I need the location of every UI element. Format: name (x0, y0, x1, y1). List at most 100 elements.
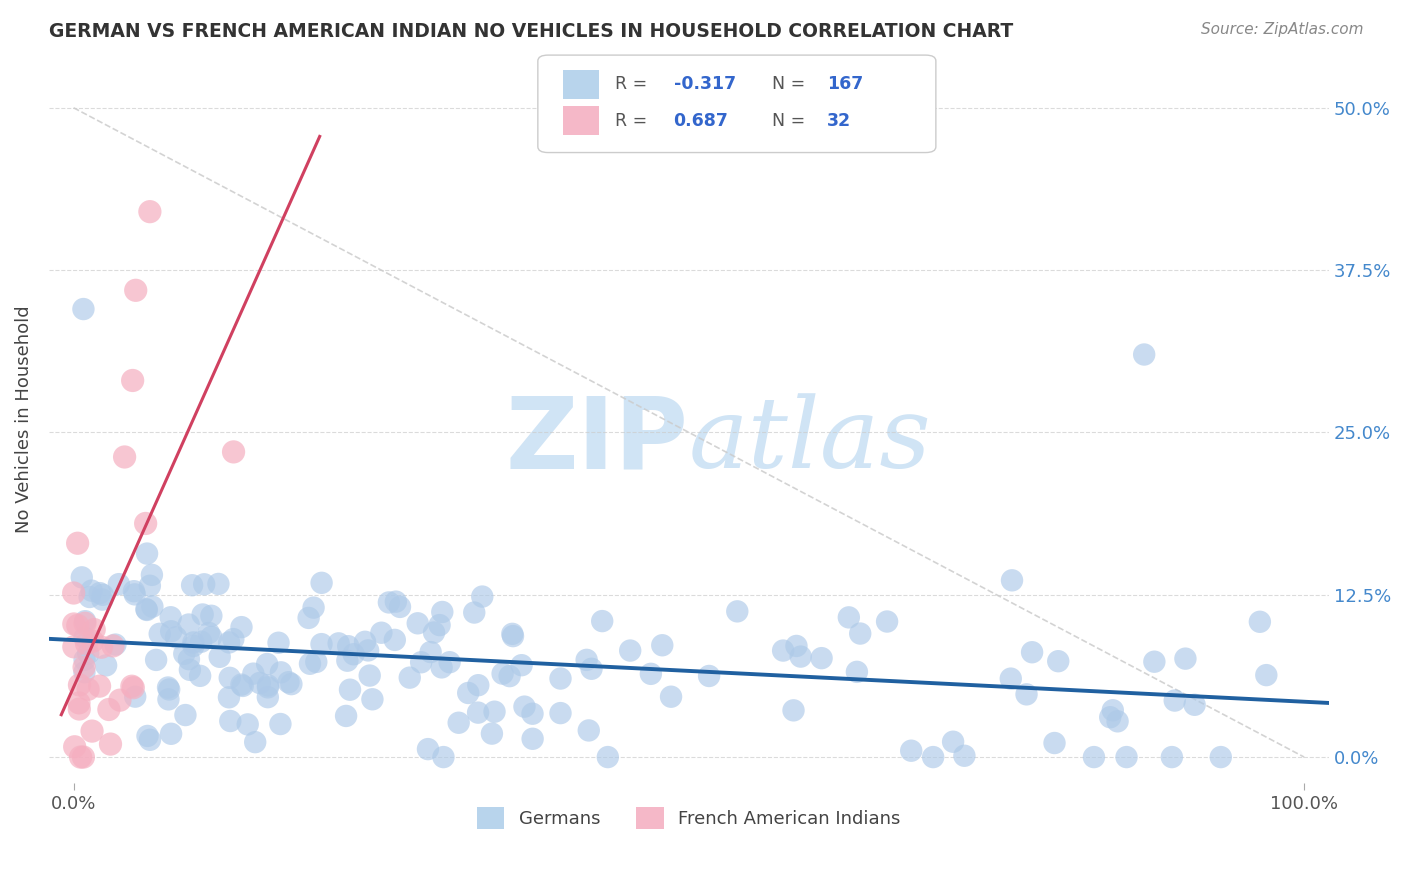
Point (122, 584, 145, 599)
Point (378, 595, 401, 609)
Point (457, 686, 479, 700)
Point (89, 586, 111, 600)
Point (177, 617, 200, 632)
Point (406, 616, 429, 631)
Point (1115, 750, 1137, 764)
Point (77, 682, 100, 697)
Point (501, 627, 523, 641)
Point (198, 626, 221, 640)
Point (1143, 655, 1166, 669)
Point (1101, 703, 1123, 717)
Point (136, 729, 159, 743)
Point (439, 655, 461, 669)
Point (75, 614, 97, 628)
Point (121, 374, 143, 388)
Point (785, 639, 807, 653)
Point (311, 575, 333, 590)
Point (208, 649, 231, 664)
Point (135, 602, 157, 616)
Point (640, 666, 662, 681)
Point (256, 690, 278, 705)
Point (63, 739, 86, 754)
Point (94, 658, 117, 673)
Point (838, 610, 860, 624)
Point (157, 692, 180, 706)
Point (619, 643, 641, 657)
Point (267, 636, 290, 650)
Point (165, 630, 187, 644)
Point (108, 693, 131, 707)
Point (359, 668, 381, 682)
Point (876, 615, 898, 629)
Point (432, 605, 454, 619)
Text: R =: R = (614, 112, 647, 129)
Point (302, 600, 325, 615)
Text: N =: N = (772, 75, 806, 93)
Point (136, 547, 159, 561)
Point (942, 735, 965, 749)
Point (89, 679, 111, 693)
Point (62, 586, 84, 600)
Point (900, 744, 922, 758)
Point (79, 590, 101, 604)
Point (159, 610, 181, 624)
Point (385, 594, 408, 608)
Point (419, 645, 441, 659)
Point (1160, 750, 1182, 764)
Point (1000, 672, 1022, 686)
Text: 167: 167 (827, 75, 863, 93)
Point (139, 579, 162, 593)
Point (1164, 693, 1187, 707)
Point (181, 578, 204, 592)
Point (384, 632, 406, 647)
Point (502, 629, 524, 643)
Point (160, 727, 183, 741)
Point (139, 732, 162, 747)
Point (922, 750, 945, 764)
Point (1083, 750, 1105, 764)
Point (101, 639, 124, 653)
Point (231, 677, 253, 691)
Point (218, 690, 240, 705)
Point (91, 592, 114, 607)
Point (270, 665, 292, 680)
Point (121, 679, 143, 693)
Point (124, 587, 146, 601)
Point (522, 731, 544, 746)
Point (596, 750, 619, 764)
Point (257, 678, 280, 692)
Point (69, 750, 91, 764)
Point (73, 616, 96, 631)
Text: atlas: atlas (689, 393, 932, 489)
Bar (564, 70, 599, 99)
Point (463, 606, 485, 620)
Point (1249, 615, 1271, 629)
Point (193, 577, 215, 591)
Point (70, 570, 93, 584)
Point (810, 651, 832, 665)
Point (336, 654, 359, 668)
Point (725, 604, 748, 618)
Point (135, 603, 157, 617)
Point (337, 639, 360, 653)
Point (91, 588, 114, 602)
Point (218, 635, 240, 649)
Point (1107, 714, 1129, 729)
Text: Source: ZipAtlas.com: Source: ZipAtlas.com (1201, 22, 1364, 37)
Point (1021, 645, 1043, 659)
Point (145, 653, 167, 667)
Point (550, 672, 572, 686)
Point (90, 640, 112, 655)
Point (80, 724, 103, 739)
Point (651, 638, 673, 652)
Point (1047, 654, 1070, 668)
Point (245, 735, 267, 749)
Point (63, 640, 86, 654)
Point (578, 723, 600, 738)
Point (339, 682, 361, 697)
Point (174, 708, 197, 723)
Point (83, 623, 105, 637)
Point (173, 647, 195, 661)
Text: N =: N = (772, 112, 806, 129)
Point (510, 658, 533, 673)
